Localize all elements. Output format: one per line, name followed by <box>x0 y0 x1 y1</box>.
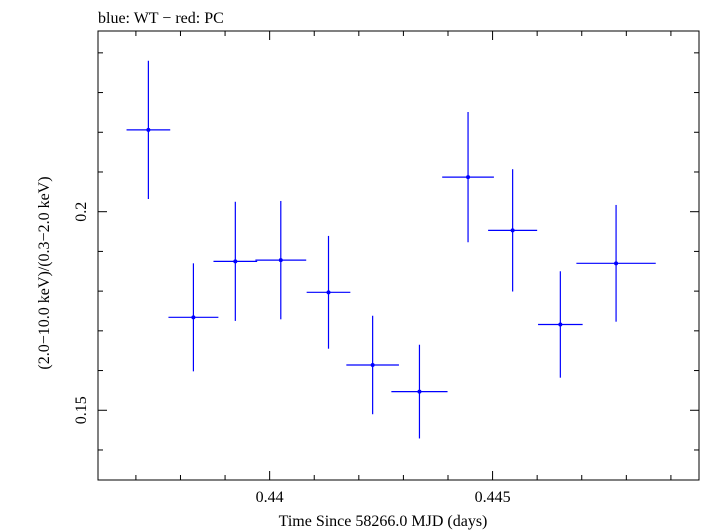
data-point <box>168 263 219 372</box>
data-point <box>488 169 538 292</box>
y-axis-label: (2.0−10.0 keV)/(0.3−2.0 keV) <box>36 176 53 369</box>
data-point <box>213 201 258 321</box>
x-tick-label: 0.44 <box>256 489 284 506</box>
data-points <box>126 60 656 439</box>
data-point <box>576 204 656 322</box>
data-point <box>442 112 494 243</box>
y-tick-label: 0.15 <box>73 396 90 424</box>
data-marker <box>233 259 238 264</box>
axis-ticks <box>98 31 699 480</box>
x-axis-label: Time Since 58266.0 MJD (days) <box>279 513 488 530</box>
data-point <box>391 344 448 439</box>
x-tick-label: 0.445 <box>475 489 511 506</box>
data-point <box>255 200 307 320</box>
data-marker <box>614 261 619 266</box>
plot-frame <box>97 30 700 481</box>
data-marker <box>510 228 515 233</box>
data-marker <box>466 175 471 180</box>
data-marker <box>370 362 375 367</box>
y-tick-label: 0.2 <box>73 202 90 222</box>
chart-title: blue: WT − red: PC <box>98 10 224 27</box>
data-point <box>346 315 399 415</box>
data-point <box>306 235 351 349</box>
tick-labels: 0.44 0.445 0.15 0.2 <box>73 202 511 506</box>
data-marker <box>278 258 283 263</box>
data-marker <box>558 322 563 327</box>
data-point <box>126 60 171 199</box>
data-point <box>538 271 583 378</box>
data-marker <box>146 127 151 132</box>
data-marker <box>326 290 331 295</box>
data-marker <box>191 315 196 320</box>
data-marker <box>417 389 422 394</box>
